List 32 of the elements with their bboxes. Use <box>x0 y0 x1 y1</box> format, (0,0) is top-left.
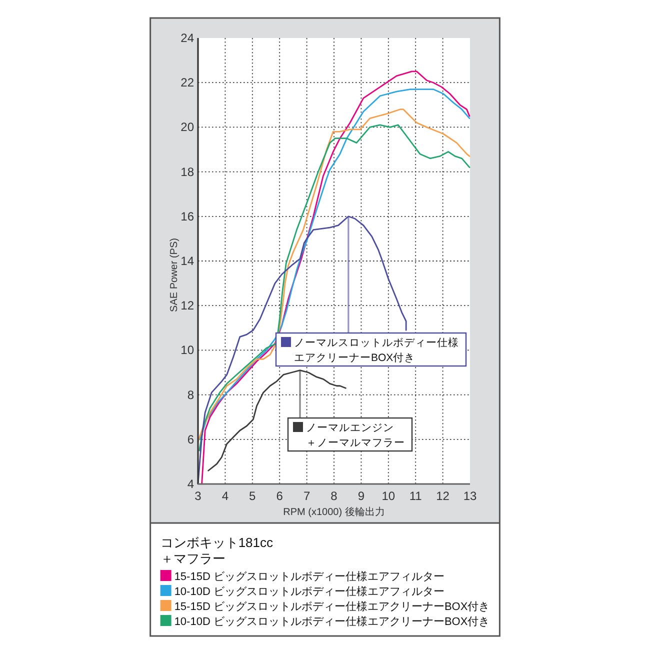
legend-label: 10-10D ビッグスロットルボディー仕様エアフィルター <box>174 585 444 598</box>
y-tick-label: 8 <box>187 388 194 402</box>
y-tick-label: 18 <box>180 164 194 179</box>
y-tick-label: 6 <box>187 432 194 446</box>
legend-label: ノーマルスロットルボディー仕様エアクリーナーBOX付き <box>294 336 459 364</box>
y-tick-label: 16 <box>180 209 194 224</box>
y-tick-label: 20 <box>180 120 194 134</box>
y-tick-label: 22 <box>180 76 194 90</box>
chart-title: コンボキット181cc <box>160 535 274 550</box>
legend-label: 15-15D ビッグスロットルボディー仕様エアクリーナーBOX付き <box>174 600 490 613</box>
text: ＋マフラー <box>160 551 226 566</box>
x-tick-label: 8 <box>330 489 338 503</box>
x-axis-title: RPM (x1000) 後輪出力 <box>283 506 385 518</box>
legend-label: 10-10D ビッグスロットルボディー仕様エアクリーナーBOX付き <box>174 615 490 628</box>
x-tick-label: 10 <box>382 489 396 503</box>
x-tick-label: 6 <box>276 489 284 503</box>
y-tick-label: 4 <box>187 477 194 491</box>
y-tick-label: 14 <box>180 254 194 268</box>
y-tick-label: 12 <box>180 298 194 313</box>
x-tick-label: 4 <box>222 489 229 503</box>
x-tick-label: 5 <box>249 489 256 503</box>
x-tick-label: 13 <box>463 489 477 503</box>
x-tick-label: 9 <box>358 489 365 503</box>
y-tick-label: 10 <box>180 343 194 358</box>
x-tick-label: 12 <box>436 489 450 503</box>
x-tick-label: 7 <box>303 489 310 503</box>
legend-label: ノーマルエンジン＋ノーマルマフラー <box>306 422 405 449</box>
x-tick-label: 11 <box>409 489 422 503</box>
x-tick-label: 3 <box>194 489 202 503</box>
legend-label: 15-15D ビッグスロットルボディー仕様エアフィルター <box>174 570 444 583</box>
y-axis-title: SAE Power (PS) <box>169 238 180 312</box>
y-tick-label: 24 <box>180 31 194 45</box>
